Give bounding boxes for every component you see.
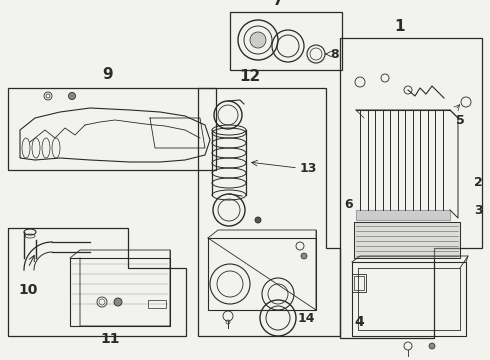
Bar <box>148 300 166 308</box>
Text: 3: 3 <box>474 203 483 216</box>
Circle shape <box>429 343 435 349</box>
Text: 10: 10 <box>18 283 37 297</box>
Text: 1: 1 <box>395 19 405 34</box>
Circle shape <box>255 217 261 223</box>
Text: 8: 8 <box>330 49 339 62</box>
Text: 11: 11 <box>100 332 120 346</box>
Bar <box>208 238 316 310</box>
Text: 7: 7 <box>273 0 283 8</box>
Text: 9: 9 <box>103 67 113 82</box>
Text: 13: 13 <box>300 162 318 175</box>
Circle shape <box>114 298 122 306</box>
Bar <box>354 276 364 290</box>
Circle shape <box>69 93 75 99</box>
Bar <box>356 210 450 220</box>
Bar <box>230 12 342 70</box>
Text: 6: 6 <box>344 198 353 211</box>
Bar <box>70 258 170 326</box>
Text: 5: 5 <box>456 113 465 126</box>
Text: 2: 2 <box>474 175 483 189</box>
Circle shape <box>250 32 266 48</box>
Bar <box>354 222 460 258</box>
Bar <box>8 88 216 170</box>
Bar <box>352 274 366 292</box>
Text: 12: 12 <box>240 69 261 84</box>
Circle shape <box>301 253 307 259</box>
Text: 4: 4 <box>354 315 364 329</box>
Text: 14: 14 <box>298 311 316 324</box>
